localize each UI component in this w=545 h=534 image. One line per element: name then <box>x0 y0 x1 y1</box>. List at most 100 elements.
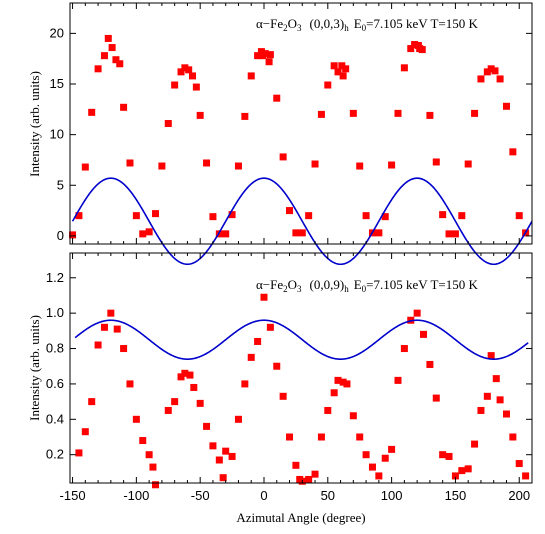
x-tick-label: -150 <box>60 488 86 503</box>
data-point <box>149 463 157 471</box>
data-point <box>203 159 211 167</box>
data-point <box>381 213 389 221</box>
data-point <box>254 337 262 345</box>
y-tick-label: 1.2 <box>46 270 64 285</box>
data-point <box>439 211 447 219</box>
data-point <box>339 378 347 386</box>
data-point <box>145 228 153 236</box>
data-point <box>104 34 112 42</box>
panel-top-xticks <box>72 3 533 244</box>
data-point <box>356 433 364 441</box>
data-point <box>100 323 108 331</box>
x-tick-label: -100 <box>123 488 149 503</box>
data-point <box>94 341 102 349</box>
data-point <box>339 72 347 80</box>
panel-bottom-annotation: α−Fe2O3 (0,0,9)h E0=7.105 keV T=150 K <box>256 277 478 294</box>
data-point <box>491 67 499 75</box>
data-point <box>228 211 236 219</box>
y-tick-label: 10 <box>50 127 64 142</box>
data-point <box>426 111 434 119</box>
data-point <box>317 110 325 118</box>
data-point <box>343 380 351 388</box>
data-point <box>203 422 211 430</box>
data-point <box>190 383 198 391</box>
y-tick-label: 0.4 <box>46 411 64 426</box>
data-point <box>349 412 357 420</box>
data-point <box>356 162 364 170</box>
data-point <box>305 212 313 220</box>
y-tick-label: 5 <box>57 177 64 192</box>
data-point <box>413 309 421 317</box>
panel-top-frame <box>69 2 533 245</box>
x-tick-label: 50 <box>321 488 335 503</box>
data-point <box>471 440 479 448</box>
data-point <box>75 212 83 220</box>
data-point <box>177 373 185 381</box>
data-point <box>266 51 274 59</box>
data-point <box>464 465 472 473</box>
data-point <box>515 212 523 220</box>
data-point <box>496 75 504 83</box>
data-point <box>451 230 459 238</box>
data-point <box>158 162 166 170</box>
data-point <box>305 475 313 483</box>
panel-top-yticks: 0 5 10 15 20 <box>50 25 532 243</box>
data-point <box>477 75 485 83</box>
data-point <box>215 456 223 464</box>
x-tick-label: 150 <box>445 488 467 503</box>
data-point <box>234 415 242 423</box>
data-point <box>259 52 267 60</box>
data-point <box>368 463 376 471</box>
data-point <box>120 103 128 111</box>
data-point <box>338 62 346 70</box>
data-point <box>181 64 189 72</box>
data-point <box>492 375 500 383</box>
panel-top: 0 5 10 15 20 α−Fe2O3 (0,0,3)h E0=7.105 keV T=1… <box>27 2 533 266</box>
data-point <box>458 212 466 220</box>
data-point <box>400 345 408 353</box>
panel-bottom-frame <box>69 252 533 484</box>
data-point <box>209 442 217 450</box>
data-point <box>483 68 491 76</box>
y-tick-label: 0.6 <box>46 376 64 391</box>
y-tick-label: 0 <box>57 228 64 243</box>
data-point <box>152 481 160 489</box>
data-point <box>362 451 370 459</box>
y-tick-label: 1.0 <box>46 305 64 320</box>
data-point <box>483 392 491 400</box>
data-point <box>426 360 434 368</box>
data-point <box>108 44 116 52</box>
data-point <box>260 293 268 301</box>
data-point <box>100 52 108 60</box>
data-point <box>451 472 459 480</box>
x-tick-label: 0 <box>260 488 267 503</box>
data-point <box>181 369 189 377</box>
data-point <box>286 433 294 441</box>
data-point <box>471 109 479 117</box>
data-point <box>185 66 193 74</box>
data-point <box>464 160 472 168</box>
y-tick-label: 20 <box>50 25 64 40</box>
panel-bottom: 0.2 0.4 0.6 0.8 1.0 1.2 -150 -100 -50 0 50 100 150 2… <box>27 252 533 525</box>
data-point <box>407 45 415 53</box>
data-point <box>279 153 287 161</box>
data-point <box>445 230 453 238</box>
data-point <box>292 461 300 469</box>
data-point <box>222 230 230 238</box>
data-point <box>81 428 89 436</box>
data-point <box>112 56 120 64</box>
data-point <box>69 231 77 239</box>
data-point <box>107 309 115 317</box>
data-point <box>222 447 230 455</box>
data-point <box>311 470 319 478</box>
panel-top-annotation: α−Fe2O3 (0,0,3)h E0=7.105 keV T=150 K <box>256 16 478 33</box>
data-point <box>394 376 402 384</box>
data-point <box>298 229 306 237</box>
data-point <box>334 68 342 76</box>
data-point <box>411 41 419 49</box>
data-point <box>502 102 510 110</box>
panel-top-ylabel: Intensity (arb. units) <box>27 71 42 177</box>
data-point <box>139 437 147 445</box>
data-point <box>487 352 495 360</box>
panel-bottom-yticks: 0.2 0.4 0.6 0.8 1.0 1.2 <box>46 270 532 462</box>
